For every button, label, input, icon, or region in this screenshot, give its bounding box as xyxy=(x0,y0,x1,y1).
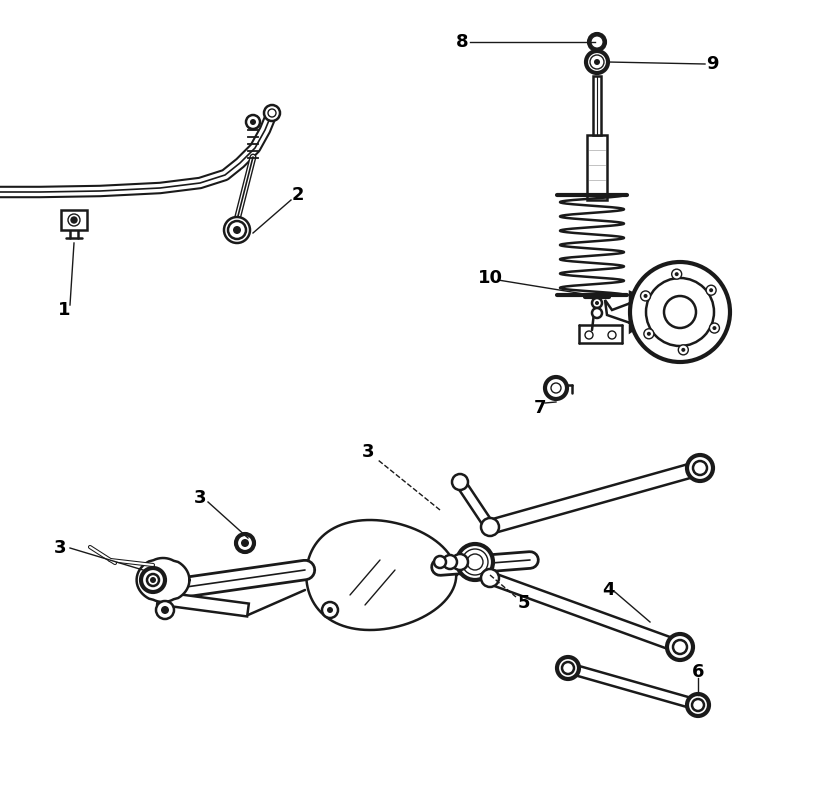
Circle shape xyxy=(467,554,483,570)
Circle shape xyxy=(591,36,603,48)
Text: 3: 3 xyxy=(193,489,206,507)
Polygon shape xyxy=(605,292,644,332)
Text: 3: 3 xyxy=(362,443,374,461)
Circle shape xyxy=(268,109,276,117)
Circle shape xyxy=(710,323,720,333)
Circle shape xyxy=(595,301,599,305)
Circle shape xyxy=(481,569,499,587)
Polygon shape xyxy=(456,479,494,530)
Circle shape xyxy=(434,556,446,568)
Circle shape xyxy=(557,657,579,679)
Text: 6: 6 xyxy=(691,663,704,681)
Circle shape xyxy=(667,634,693,660)
Circle shape xyxy=(712,326,716,330)
Circle shape xyxy=(452,554,468,570)
Text: 2: 2 xyxy=(292,186,305,204)
Circle shape xyxy=(608,331,616,339)
FancyBboxPatch shape xyxy=(587,135,607,200)
Circle shape xyxy=(156,601,174,619)
Circle shape xyxy=(264,105,280,121)
Circle shape xyxy=(592,308,602,318)
Circle shape xyxy=(562,662,574,674)
Circle shape xyxy=(233,226,241,234)
Circle shape xyxy=(224,217,250,243)
Circle shape xyxy=(141,568,165,592)
Circle shape xyxy=(646,278,714,346)
Circle shape xyxy=(591,36,603,48)
Circle shape xyxy=(693,461,707,475)
Text: 7: 7 xyxy=(534,399,546,417)
Circle shape xyxy=(551,383,561,393)
Circle shape xyxy=(68,214,80,226)
Circle shape xyxy=(322,602,338,618)
Circle shape xyxy=(161,606,169,614)
Circle shape xyxy=(591,36,603,48)
Circle shape xyxy=(228,221,246,239)
Circle shape xyxy=(327,607,333,613)
Text: 4: 4 xyxy=(602,581,614,599)
Circle shape xyxy=(673,640,687,654)
Text: 9: 9 xyxy=(706,55,718,73)
Circle shape xyxy=(594,59,600,65)
Polygon shape xyxy=(567,663,700,710)
Circle shape xyxy=(664,296,696,328)
Text: 5: 5 xyxy=(518,594,530,612)
Text: 10: 10 xyxy=(477,269,502,287)
Circle shape xyxy=(246,115,260,129)
Circle shape xyxy=(643,294,647,298)
Circle shape xyxy=(644,329,654,339)
FancyBboxPatch shape xyxy=(593,76,601,135)
Circle shape xyxy=(589,34,605,50)
Circle shape xyxy=(594,39,600,45)
Circle shape xyxy=(443,555,457,569)
Circle shape xyxy=(687,455,713,481)
Circle shape xyxy=(462,549,488,575)
FancyBboxPatch shape xyxy=(61,210,87,230)
Polygon shape xyxy=(306,520,456,630)
Circle shape xyxy=(706,285,716,295)
Circle shape xyxy=(709,288,713,292)
Circle shape xyxy=(250,119,256,125)
Circle shape xyxy=(641,291,651,301)
Circle shape xyxy=(647,331,651,335)
Circle shape xyxy=(236,534,254,552)
Circle shape xyxy=(452,474,468,490)
Circle shape xyxy=(671,269,681,279)
Circle shape xyxy=(630,262,730,362)
Text: 8: 8 xyxy=(456,33,468,51)
Circle shape xyxy=(590,55,604,69)
Circle shape xyxy=(585,331,593,339)
Circle shape xyxy=(687,694,709,716)
Circle shape xyxy=(545,377,567,399)
Circle shape xyxy=(592,298,602,308)
Polygon shape xyxy=(157,592,249,616)
Polygon shape xyxy=(488,573,682,653)
Circle shape xyxy=(678,345,688,354)
Circle shape xyxy=(147,574,159,586)
Circle shape xyxy=(675,272,679,276)
Polygon shape xyxy=(488,462,702,534)
Circle shape xyxy=(241,539,249,547)
Circle shape xyxy=(681,348,686,352)
Circle shape xyxy=(71,217,77,223)
Circle shape xyxy=(150,577,156,583)
Text: 1: 1 xyxy=(58,301,71,319)
Circle shape xyxy=(457,544,493,580)
Circle shape xyxy=(481,518,499,536)
Polygon shape xyxy=(137,558,189,602)
Circle shape xyxy=(692,699,704,711)
Circle shape xyxy=(586,51,608,73)
Text: 3: 3 xyxy=(54,539,66,557)
